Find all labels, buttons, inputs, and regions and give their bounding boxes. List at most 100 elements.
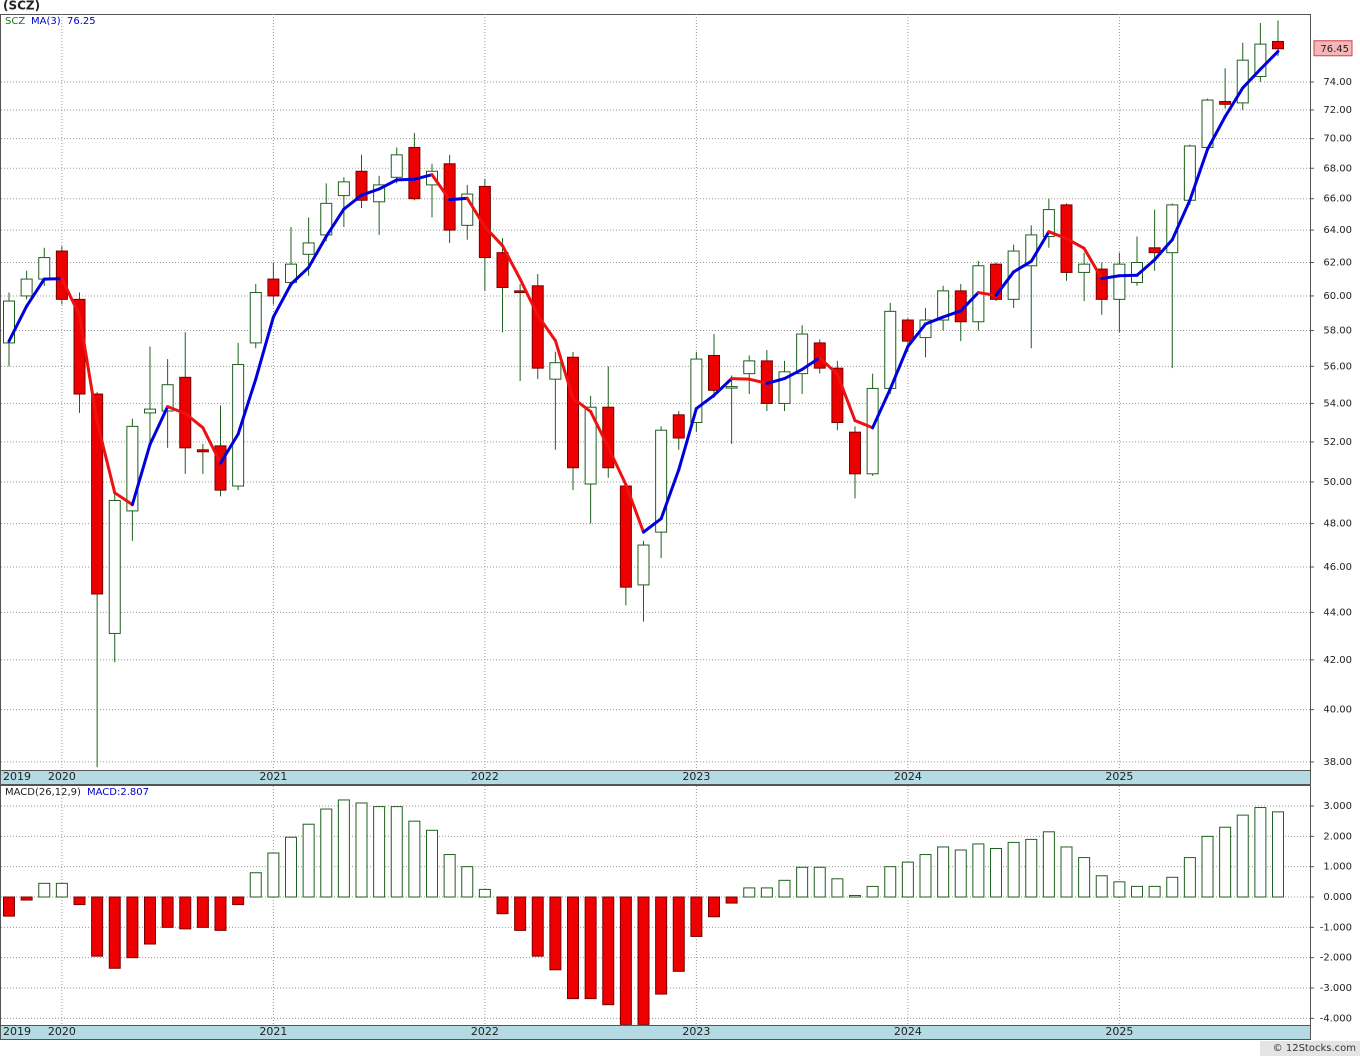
y-tick-label: 72.00 (1323, 105, 1352, 116)
macd-bar (1007, 841, 1020, 898)
ma-line (553, 339, 575, 400)
ma-line (1153, 238, 1174, 262)
candle-body (38, 257, 51, 280)
macd-bar (549, 896, 562, 971)
y-tick-label: 52.00 (1323, 437, 1352, 448)
candle-body (743, 360, 756, 375)
candle-body (373, 184, 386, 203)
macd-bar (390, 806, 403, 898)
ma-line (7, 304, 29, 343)
candle-body (1254, 43, 1267, 77)
ma-line (730, 377, 751, 381)
macd-bar (285, 836, 297, 898)
macd-bar (655, 896, 668, 995)
macd-bar (302, 823, 315, 898)
candle-body (831, 367, 844, 423)
macd-bar (637, 896, 650, 1025)
candle-body (355, 170, 368, 201)
candle-body (796, 333, 809, 375)
ma-line (712, 377, 734, 397)
ma-line (1029, 230, 1051, 263)
ma-line (219, 432, 240, 465)
x-tick-label: 2025 (1105, 1025, 1133, 1038)
macd-bar (214, 896, 227, 931)
macd-bar (196, 896, 209, 928)
macd-bar (1272, 811, 1284, 898)
candle-body (443, 163, 456, 231)
y-tick-label: 44.00 (1323, 607, 1352, 618)
legend-ma: MA(3) (31, 16, 61, 27)
macd-bar (1254, 807, 1267, 898)
candle-body (708, 354, 720, 391)
macd-bar (496, 896, 509, 915)
y-tick-label: 2.000 (1323, 831, 1352, 842)
ma-line (360, 187, 381, 197)
y-tick-label: 1.000 (1323, 862, 1352, 873)
macd-bar (919, 854, 932, 898)
macd-bar (1183, 857, 1196, 898)
macd-bar (1219, 826, 1232, 898)
candle-body (144, 408, 156, 414)
ma-line (377, 178, 399, 191)
ma-line (271, 282, 293, 319)
ma-line (518, 277, 540, 317)
candle-body (1113, 263, 1126, 300)
ma-line (818, 356, 839, 376)
y-tick-label: 68.00 (1323, 163, 1352, 174)
macd-bar (179, 896, 192, 930)
macd-bar (320, 808, 333, 898)
macd-bar (461, 866, 474, 898)
candle-body (196, 449, 209, 453)
candle-body (1042, 209, 1055, 237)
ma-line (765, 377, 786, 385)
candle-body (672, 414, 685, 439)
ma-line (871, 387, 892, 430)
macd-bar (20, 896, 33, 901)
ma-line (1135, 258, 1157, 277)
macd-bar (249, 872, 262, 898)
macd-bar (849, 894, 861, 898)
y-tick-label: 40.00 (1323, 705, 1352, 716)
y-tick-label: 3.000 (1323, 801, 1352, 812)
x-tick-label: 2023 (682, 1025, 710, 1038)
candle-body (337, 181, 350, 197)
ma-line (465, 196, 487, 229)
macd-title: MACD(26,12,9) (5, 787, 81, 798)
candle-body (690, 358, 703, 423)
candle-body (584, 406, 597, 485)
y-tick-label: 58.00 (1323, 326, 1352, 337)
macd-bar (1148, 885, 1161, 898)
macd-bar (38, 882, 51, 898)
macd-bar (690, 896, 703, 937)
candle-body (214, 445, 227, 491)
ma-line (924, 315, 945, 326)
macd-bar (901, 861, 914, 898)
macd-bar (91, 896, 104, 957)
ma-line (976, 291, 998, 297)
ma-line (571, 396, 593, 414)
macd-bar (355, 802, 368, 898)
y-tick-label: -3.000 (1320, 983, 1352, 994)
macd-bar (1201, 835, 1214, 898)
macd-bar (514, 896, 527, 931)
candle-body (531, 285, 544, 369)
x-tick-label: 2022 (471, 770, 499, 783)
candle-body (655, 429, 668, 533)
candle-body (496, 252, 509, 288)
candle-body (232, 364, 245, 487)
ma-line (589, 410, 610, 449)
y-tick-label: 38.00 (1323, 757, 1352, 768)
ma-line (1206, 115, 1227, 151)
ma-line (342, 193, 363, 211)
candle-body (478, 185, 491, 259)
footer: © 12Stocks.com (1273, 1043, 1356, 1054)
ma-line (853, 419, 875, 430)
macd-legend: MACD:2.807 (87, 787, 149, 798)
ma-line (166, 405, 187, 415)
ma-line (25, 277, 46, 308)
y-tick-label: 64.00 (1323, 225, 1352, 236)
candle-body (1131, 261, 1143, 283)
ma-line (1065, 237, 1086, 250)
